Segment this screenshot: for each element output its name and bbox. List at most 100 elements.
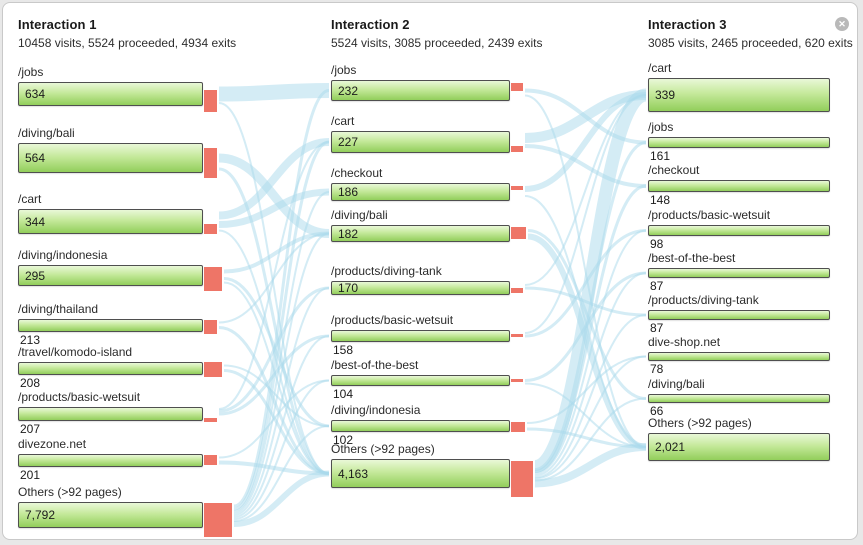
node-value: 186 [338,185,359,199]
node-label: /checkout [648,163,700,177]
flow-ribbon [534,184,647,473]
node-label: Others (>92 pages) [18,485,122,499]
column-title: Interaction 3 [648,17,727,32]
node-value: 232 [338,83,359,98]
node-label: dive-shop.net [648,335,721,349]
node-bar[interactable]: 564 [18,143,203,173]
column-header: Interaction 2 5524 visits, 3085 proceeded… [331,17,542,50]
flow-ribbon [233,191,330,512]
node-value: 87 [650,279,664,293]
node-bar[interactable] [331,330,510,342]
node-value: 634 [25,87,46,101]
node-bar[interactable] [648,137,830,148]
node-bar[interactable] [648,310,830,320]
node-label: /diving/indonesia [18,248,108,262]
node-bar[interactable]: 227 [331,131,510,153]
node-bar[interactable]: 7,792 [18,502,203,528]
node-bar[interactable] [648,394,830,403]
column-header: Interaction 1 10458 visits, 5524 proceede… [18,17,236,50]
column-subtitle: 5524 visits, 3085 proceeded, 2439 exits [331,36,543,50]
node-bar[interactable]: 634 [18,82,203,106]
flow-ribbon [534,229,647,475]
node-bar[interactable] [331,375,510,386]
flow-ribbon [233,425,330,522]
exit-stub [511,461,533,497]
column-header: Interaction 3 3085 visits, 2465 proceeded… [648,17,853,50]
flow-ribbon [534,141,647,471]
node-bar[interactable]: 295 [18,265,203,286]
flow-ribbon [524,92,647,192]
node-bar[interactable]: 339 [648,78,830,112]
node-bar[interactable] [648,352,830,361]
node-value: 158 [333,343,354,357]
node-value: 2,021 [655,440,686,454]
node-label: /products/basic-wetsuit [18,390,141,404]
node-bar[interactable] [648,268,830,278]
node-value: 104 [333,387,354,401]
node-bar[interactable]: 182 [331,225,510,242]
exit-stub [511,334,523,337]
node-bar[interactable] [18,407,203,421]
node-bar[interactable]: 170 [331,281,510,295]
node-value: 564 [25,151,46,165]
exit-stub [511,83,523,91]
column-title: Interaction 1 [18,17,97,32]
node-value: 78 [650,362,664,376]
node-bar[interactable] [331,420,510,432]
node-value: 213 [20,333,41,347]
node-label: /cart [18,192,42,206]
flow-ribbon [218,83,330,102]
node-bar[interactable]: 2,021 [648,433,830,461]
column-subtitle: 3085 visits, 2465 proceeded, 620 exits [648,36,853,50]
flow-ribbon [524,382,647,448]
node-value: 148 [650,193,671,207]
exit-stub [204,418,217,422]
exit-stub [204,320,217,334]
node-label: /diving/thailand [18,302,99,316]
node-label: /products/diving-tank [331,264,442,278]
node-label: /jobs [648,120,674,134]
exit-stub [204,148,217,178]
node-value: 87 [650,321,664,335]
node-label: /cart [648,61,672,75]
flow-ribbon [534,314,647,479]
flow-ribbon [534,355,647,480]
node-value: 207 [20,422,41,436]
exit-stub [204,90,217,112]
node-value: 227 [338,135,359,149]
exit-stub [204,455,217,465]
node-label: /cart [331,114,355,128]
node-bar[interactable] [648,180,830,192]
node-value: 182 [338,226,359,241]
flow-ribbon [223,231,330,274]
node-label: /diving/bali [331,208,388,222]
node-bar[interactable]: 186 [331,183,510,201]
node-label: Others (>92 pages) [648,416,752,430]
node-bar[interactable] [18,454,203,467]
flow-ribbon [233,89,330,508]
node-bar[interactable]: 232 [331,80,510,101]
node-value: 102 [333,433,354,447]
flow-ribbon [233,232,330,514]
exit-stub [511,288,523,293]
node-value: 66 [650,404,664,418]
exit-stub [204,362,222,377]
node-label: /checkout [331,166,383,180]
node-value: 295 [25,268,46,283]
node-value: 201 [20,468,41,482]
node-bar[interactable] [18,319,203,332]
node-value: 344 [25,214,46,229]
node-label: /travel/komodo-island [18,345,133,359]
node-value: 7,792 [25,508,56,522]
close-button[interactable]: ✕ [835,17,849,31]
flow-ribbon [233,335,330,518]
node-bar[interactable] [648,225,830,236]
node-label: /best-of-the-best [648,251,736,265]
flow-ribbon [233,287,330,516]
node-value: 208 [20,376,41,390]
node-bar[interactable] [18,362,203,375]
node-label: Others (>92 pages) [331,442,435,456]
node-bar[interactable]: 344 [18,209,203,234]
node-bar[interactable]: 4,163 [331,459,510,488]
